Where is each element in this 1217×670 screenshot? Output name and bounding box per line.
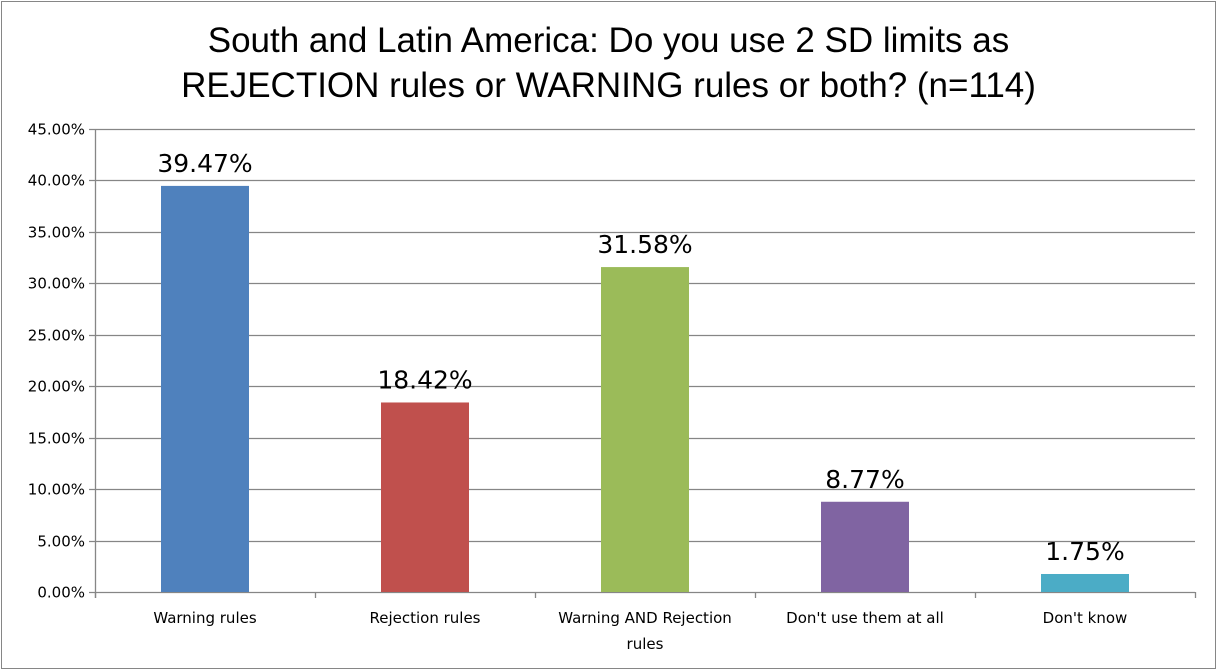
bar bbox=[601, 267, 689, 592]
y-tick-label: 25.00% bbox=[28, 327, 85, 345]
category-label: Rejection rules bbox=[369, 609, 480, 627]
y-tick-label: 45.00% bbox=[28, 121, 85, 139]
y-tick-label: 0.00% bbox=[37, 584, 85, 602]
y-tick-label: 5.00% bbox=[37, 533, 85, 551]
y-tick-label: 30.00% bbox=[28, 275, 85, 293]
data-label: 39.47% bbox=[157, 149, 252, 178]
y-tick-label: 10.00% bbox=[28, 481, 85, 499]
category-label: Don't know bbox=[1043, 609, 1128, 627]
category-label: Warning rules bbox=[153, 609, 257, 627]
data-label: 1.75% bbox=[1045, 537, 1124, 566]
bar bbox=[821, 501, 909, 592]
data-label: 31.58% bbox=[597, 230, 692, 259]
data-label: 18.42% bbox=[377, 365, 472, 394]
data-label: 8.77% bbox=[825, 465, 904, 494]
chart-title-line-1: South and Latin America: Do you use 2 SD… bbox=[207, 21, 1010, 60]
bar bbox=[161, 185, 249, 592]
y-tick-label: 35.00% bbox=[28, 224, 85, 242]
category-label: Don't use them at all bbox=[786, 609, 944, 627]
chart-title-line-2: REJECTION rules or WARNING rules or both… bbox=[181, 66, 1036, 105]
category-label: rules bbox=[627, 635, 664, 653]
y-tick-label: 40.00% bbox=[28, 172, 85, 190]
category-label: Warning AND Rejection bbox=[558, 609, 732, 627]
y-tick-label: 20.00% bbox=[28, 378, 85, 396]
y-tick-label: 15.00% bbox=[28, 430, 85, 448]
bar bbox=[381, 402, 469, 592]
chart-title: South and Latin America: Do you use 2 SD… bbox=[0, 18, 1217, 108]
bar bbox=[1041, 573, 1129, 592]
